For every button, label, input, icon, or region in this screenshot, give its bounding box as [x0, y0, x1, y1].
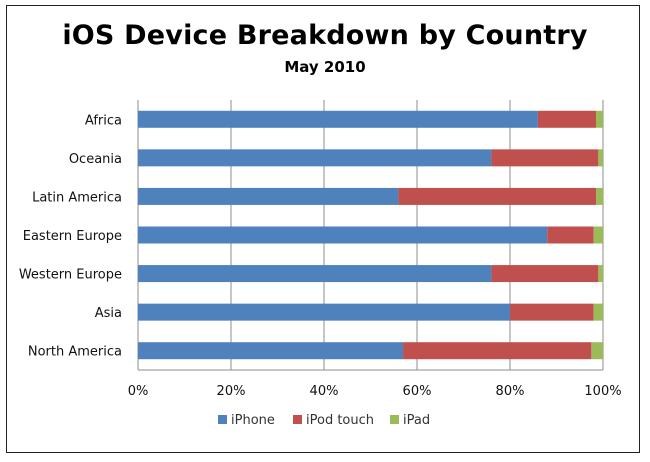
bar-segment — [598, 149, 603, 167]
bar-segment — [403, 342, 592, 360]
category-label: North America — [28, 345, 122, 360]
legend: iPhone iPod touch iPad — [218, 413, 430, 428]
bar-segment — [138, 226, 548, 244]
x-tick-label: 80% — [496, 384, 525, 399]
bar-segment — [491, 149, 599, 167]
category-label: Western Europe — [19, 268, 122, 283]
legend-swatch — [293, 415, 302, 424]
bar-segment — [138, 303, 510, 321]
bar-segment — [398, 187, 597, 205]
category-label: Asia — [95, 306, 122, 321]
bar-segment — [138, 265, 492, 283]
bar-segment — [138, 342, 404, 360]
bar-segment — [593, 303, 603, 321]
x-tick-label: 40% — [310, 384, 339, 399]
category-label: Latin America — [32, 190, 122, 205]
bar-segment — [537, 110, 597, 128]
category-label: Eastern Europe — [23, 229, 122, 244]
bar-segment — [510, 303, 594, 321]
bar-segment — [138, 149, 492, 167]
chart-title: iOS Device Breakdown by Country — [62, 20, 588, 51]
legend-swatch — [218, 415, 227, 424]
bar-segment — [547, 226, 594, 244]
x-tick-label: 60% — [403, 384, 432, 399]
category-label: Africa — [85, 113, 122, 128]
legend-label: iPod touch — [306, 413, 374, 428]
bars-layer — [138, 110, 603, 360]
bar-segment — [596, 187, 603, 205]
bar-segment — [138, 110, 538, 128]
x-tick-label: 20% — [217, 384, 246, 399]
legend-label: iPhone — [231, 413, 275, 428]
x-tick-label: 0% — [128, 384, 149, 399]
chart-subtitle: May 2010 — [284, 58, 366, 76]
bar-segment — [596, 110, 603, 128]
x-tick-label: 100% — [584, 384, 621, 399]
legend-label: iPad — [403, 413, 430, 428]
bar-segment — [598, 265, 603, 283]
bar-segment — [138, 187, 399, 205]
bar-segment — [591, 342, 603, 360]
category-label: Oceania — [69, 152, 122, 167]
labels-layer: 0% 20% 40% 60% 80% 100% Africa Oceania Latin Ame… — [19, 113, 622, 399]
bar-segment — [593, 226, 603, 244]
legend-swatch — [390, 415, 399, 424]
bar-segment — [491, 265, 599, 283]
